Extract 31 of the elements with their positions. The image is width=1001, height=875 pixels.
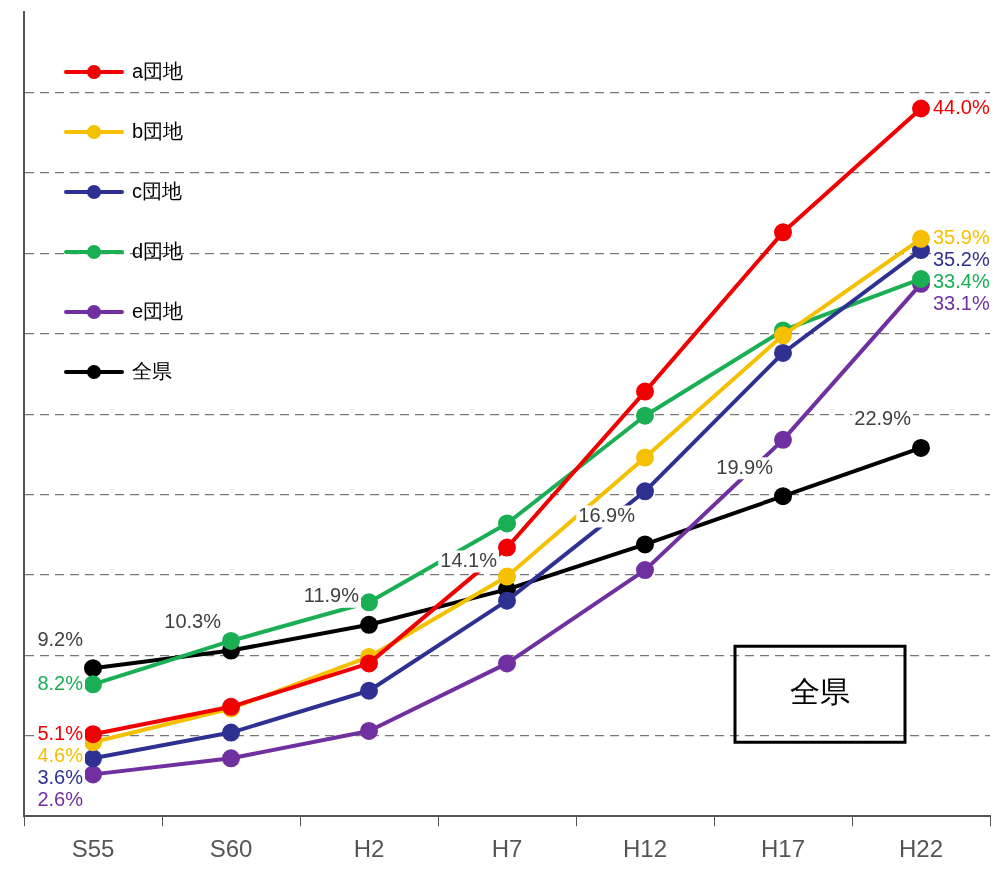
data-label: 35.2% <box>933 248 990 271</box>
legend-label: b団地 <box>132 119 184 142</box>
data-label: 2.6% <box>37 787 84 810</box>
legend-label: 全県 <box>132 359 172 382</box>
x-tick-label: H12 <box>622 835 668 863</box>
x-tick-label: H7 <box>491 835 523 863</box>
x-tick-label: H22 <box>898 835 944 863</box>
legend-label: d団地 <box>132 239 184 262</box>
data-label: 16.9% <box>578 503 636 526</box>
data-label: 35.9% <box>933 226 990 249</box>
annotation: 全県 <box>790 675 850 709</box>
data-label: 9.2% <box>37 627 84 650</box>
data-label: 3.6% <box>37 765 84 788</box>
legend-label: a団地 <box>132 59 184 82</box>
data-label: 19.9% <box>716 455 774 478</box>
data-label: 4.6% <box>37 743 84 766</box>
x-tick-label: H17 <box>760 835 806 863</box>
data-label: 44.0% <box>933 96 990 119</box>
data-label: 11.9% <box>303 584 360 607</box>
data-label: 33.4% <box>933 270 990 293</box>
x-tick-label: S55 <box>71 835 115 863</box>
x-tick-label: S60 <box>209 835 253 863</box>
data-label: 14.1% <box>440 548 498 571</box>
data-label: 22.9% <box>854 407 912 430</box>
legend-label: e団地 <box>132 299 184 322</box>
data-label: 5.1% <box>37 721 84 744</box>
x-tick-label: H2 <box>353 835 385 863</box>
data-label: 33.1% <box>933 292 990 315</box>
data-label: 10.3% <box>164 610 222 633</box>
legend-label: c団地 <box>132 179 182 202</box>
data-label: 8.2% <box>37 671 84 694</box>
